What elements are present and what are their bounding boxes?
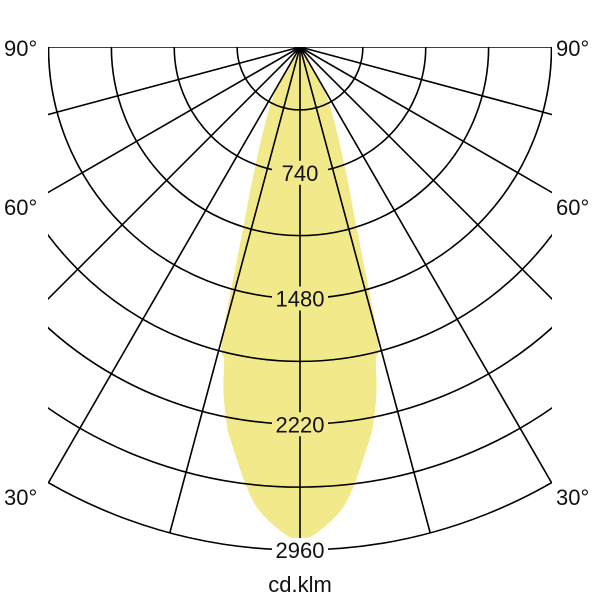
angle-label-90-right: 90° [556, 36, 589, 61]
grid-radial-line [48, 47, 301, 301]
ring-label: 2960 [276, 538, 325, 563]
ring-label: 2220 [276, 412, 325, 437]
grid-radial-line [299, 47, 552, 194]
angle-label-30-right: 30° [556, 485, 589, 510]
ring-label-bg [272, 412, 328, 437]
grid-radial-line [299, 47, 552, 301]
grid-radial-line [48, 47, 301, 194]
unit-label: cd.klm [268, 572, 332, 597]
ring-label-bg [272, 538, 328, 562]
ring-label: 740 [282, 161, 319, 186]
angle-label-30-left: 30° [4, 485, 37, 510]
polar-grid [48, 47, 552, 551]
grid-radial-line [48, 47, 301, 116]
ring-label-bg [272, 286, 328, 311]
angle-label-60-left: 60° [4, 195, 37, 220]
labels: 90° 90° 60° 60° 30° 30° cd.klm 740 1480 22… [4, 36, 589, 597]
ring-label: 1480 [276, 287, 325, 312]
grid-radial-line [169, 47, 301, 534]
grid-radial-line [48, 47, 301, 484]
grid-radial-line [299, 47, 552, 116]
angle-label-90-left: 90° [4, 36, 37, 61]
grid-radial-line [299, 47, 552, 484]
ring-label-bg [272, 160, 328, 185]
grid-radial-line [299, 47, 431, 534]
angle-label-60-right: 60° [556, 195, 589, 220]
